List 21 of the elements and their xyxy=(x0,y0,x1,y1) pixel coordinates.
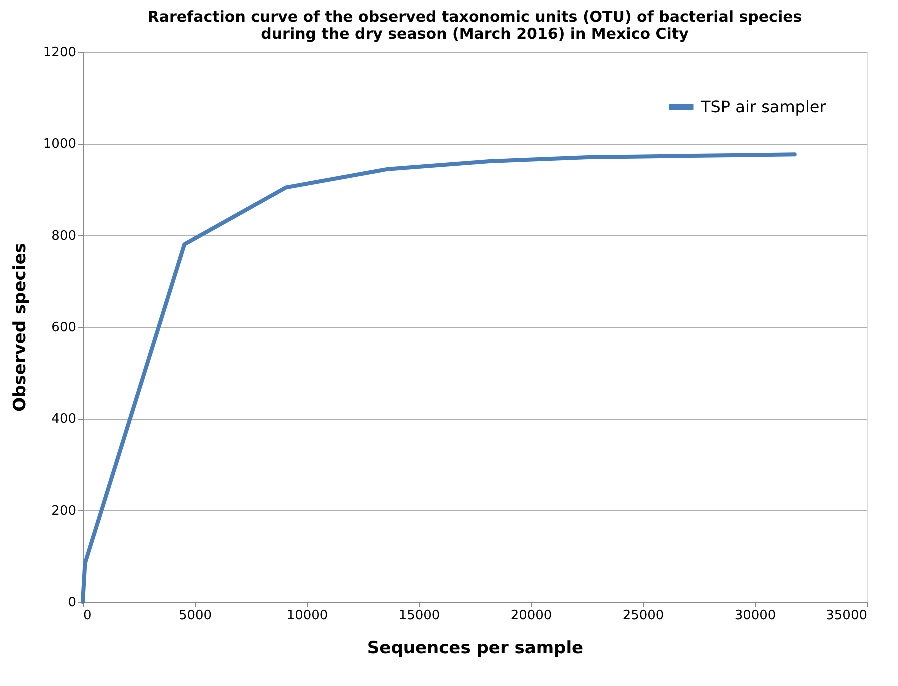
y-tick-label: 600 xyxy=(52,320,76,336)
y-tick-label: 1200 xyxy=(43,46,76,60)
text: during the dry season (March 2016) in Mexico City xyxy=(261,25,689,43)
y-axis-title: Observed species xyxy=(10,243,30,412)
y-tick-label: 800 xyxy=(52,228,76,244)
x-tick-label: 0 xyxy=(84,608,92,624)
x-tick-label: 10000 xyxy=(286,608,328,624)
legend-label: TSP air sampler xyxy=(700,98,827,116)
x-tick-label: 15000 xyxy=(398,608,440,624)
y-tick-label: 200 xyxy=(52,504,76,519)
line-series xyxy=(81,152,797,604)
x-axis-title: Sequences per sample xyxy=(367,638,584,658)
x-tick-label: 30000 xyxy=(734,608,776,624)
x-tick-label: 25000 xyxy=(622,608,664,624)
text: Rarefaction curve of the observed taxonomic units (OTU) of bacterial species xyxy=(148,8,802,26)
x-tick-label: 35000 xyxy=(826,608,868,624)
y-tick-label: 1000 xyxy=(43,137,76,152)
x-tick-label: 5000 xyxy=(178,608,212,624)
x-tick-label: 20000 xyxy=(510,608,552,624)
y-tick-label: 400 xyxy=(52,412,76,428)
y-tick-label: 0 xyxy=(68,596,76,610)
